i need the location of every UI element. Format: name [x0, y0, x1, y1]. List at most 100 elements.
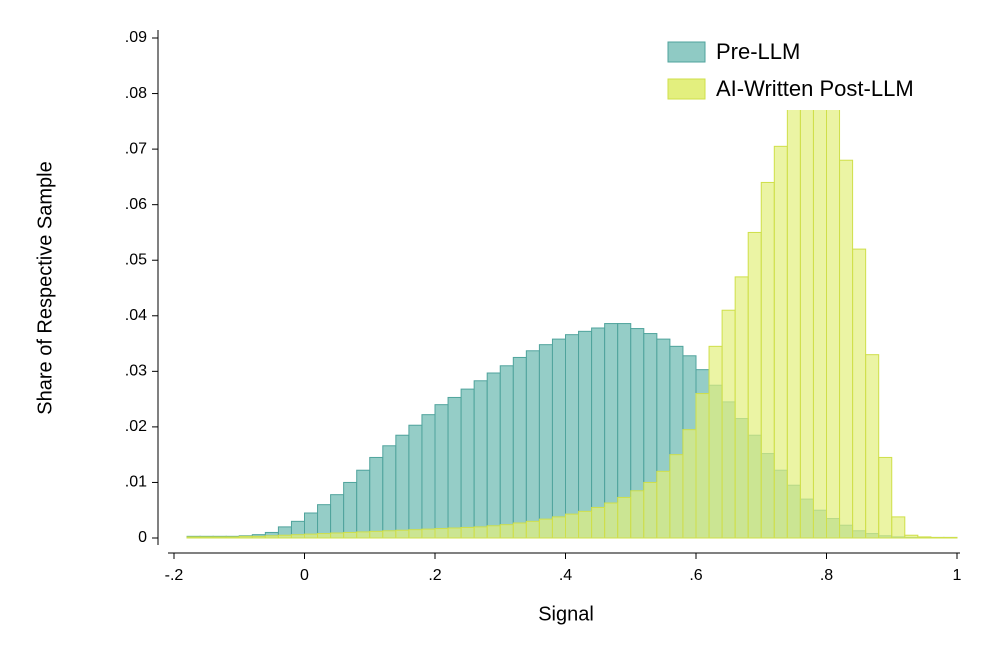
bar — [747, 231, 762, 539]
bar — [878, 456, 893, 539]
bar — [186, 536, 201, 539]
bar — [826, 93, 841, 539]
bar — [382, 530, 397, 539]
legend-background — [660, 32, 960, 110]
bar — [669, 454, 684, 539]
x-tick-label: .2 — [428, 567, 441, 584]
y-tick-label: .02 — [125, 418, 147, 435]
bar — [525, 350, 540, 539]
bar — [538, 344, 553, 539]
x-axis-title: Signal — [538, 603, 594, 625]
bar — [786, 104, 801, 539]
bar — [760, 181, 775, 539]
legend: Pre-LLM AI-Written Post-LLM — [660, 32, 960, 110]
bar — [486, 372, 501, 539]
bar — [238, 535, 253, 539]
x-tick-label: .6 — [689, 567, 702, 584]
bar — [343, 481, 358, 539]
legend-swatch — [667, 78, 706, 100]
bar — [460, 388, 475, 539]
x-tick-label: -.2 — [165, 567, 184, 584]
bar — [865, 354, 880, 539]
x-tick-label: .4 — [559, 567, 572, 584]
bar — [369, 530, 384, 539]
y-tick-label: .05 — [125, 251, 147, 268]
bar — [473, 380, 488, 539]
bar — [721, 309, 736, 539]
bar — [330, 494, 345, 539]
bar — [408, 529, 423, 539]
bar — [538, 518, 553, 539]
y-tick-label: .03 — [125, 363, 147, 380]
bar — [264, 535, 279, 539]
bar — [904, 534, 919, 539]
y-tick-label: .01 — [125, 474, 147, 491]
y-tick-label: 0 — [138, 529, 147, 546]
bar — [604, 502, 619, 539]
bar — [434, 404, 449, 539]
bar — [356, 469, 371, 539]
bar — [251, 535, 266, 539]
bar — [734, 276, 749, 539]
bar — [434, 528, 449, 539]
bar — [812, 81, 828, 539]
y-tick-label: .09 — [125, 29, 147, 46]
bar — [317, 533, 332, 539]
bar — [447, 527, 462, 539]
bar — [421, 528, 436, 539]
bar — [565, 513, 580, 539]
bar — [591, 327, 606, 539]
x-tick-label: .8 — [820, 567, 833, 584]
bar — [473, 526, 488, 539]
x-tick-label: 1 — [953, 567, 962, 584]
bar — [447, 396, 462, 539]
bar — [917, 536, 932, 539]
bar — [630, 490, 645, 539]
bar — [578, 510, 593, 539]
bar — [317, 504, 332, 539]
bar — [395, 434, 410, 539]
bar — [578, 330, 593, 539]
bar — [773, 145, 788, 539]
plot-area — [186, 81, 958, 539]
bar — [330, 532, 345, 539]
legend-label: AI-Written Post-LLM — [716, 76, 914, 101]
bar — [212, 536, 227, 539]
bar — [891, 516, 906, 539]
bar — [799, 87, 814, 539]
legend-label: Pre-LLM — [716, 39, 800, 64]
bar — [551, 338, 567, 539]
axes: 0 .01 .02 .03 .04 .05 .06 .07 .08 .09 -.2 0 .2 .4 .6 .8… — [125, 29, 962, 584]
bar — [343, 531, 358, 539]
bar — [304, 533, 319, 539]
bar — [277, 534, 292, 539]
y-axis-title: Share of Respective Sample — [34, 161, 56, 414]
bar — [421, 414, 436, 539]
bar — [382, 445, 397, 539]
bar — [356, 531, 371, 539]
bar — [369, 456, 384, 539]
bar — [682, 429, 697, 539]
bar — [930, 536, 945, 539]
bar — [695, 393, 710, 539]
bar — [395, 529, 410, 539]
x-tick-label: 0 — [300, 567, 309, 584]
bar — [551, 516, 567, 539]
legend-swatch — [667, 41, 706, 63]
bar — [460, 526, 475, 539]
bar — [199, 536, 214, 539]
bar — [499, 365, 514, 539]
bar — [565, 334, 580, 539]
bar — [512, 522, 527, 539]
bar — [852, 248, 867, 539]
bar — [525, 520, 540, 539]
y-tick-label: .06 — [125, 196, 147, 213]
bar — [839, 159, 854, 539]
bar — [290, 534, 306, 539]
bar — [499, 524, 514, 539]
bar — [643, 481, 658, 539]
bar — [617, 496, 632, 539]
bar — [408, 424, 423, 539]
y-tick-label: .08 — [125, 85, 147, 102]
